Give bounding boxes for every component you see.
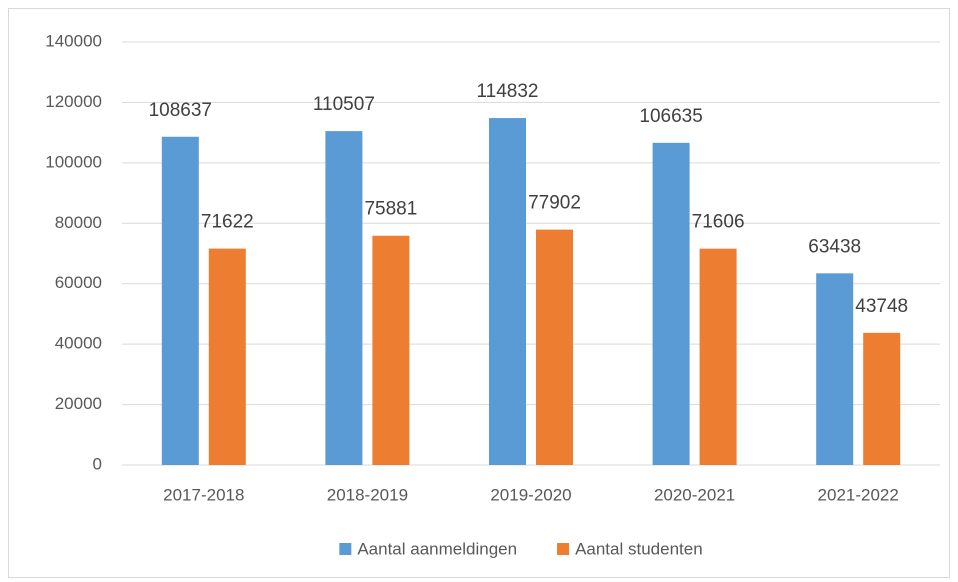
bar [816,273,854,465]
x-tick-label: 2019-2020 [490,485,571,504]
data-label: 63438 [808,236,861,257]
y-tick-label: 100000 [45,152,102,171]
bar [863,332,901,465]
data-label: 110507 [313,94,375,115]
y-tick-label: 20000 [55,394,102,413]
data-label: 75881 [364,199,417,220]
legend-swatch [339,543,352,555]
y-tick-label: 80000 [55,213,102,232]
y-tick-label: 140000 [45,31,102,50]
bar [699,248,737,465]
legend-label: Aantal aanmeldingen [357,539,517,558]
x-tick-label: 2018-2019 [327,485,408,504]
bar [208,248,246,465]
bar [161,136,199,466]
data-label: 71606 [692,212,745,233]
y-tick-label: 120000 [45,92,102,111]
bar [372,235,410,465]
y-tick-label: 60000 [55,273,102,292]
data-label: 108637 [149,100,212,121]
bar [536,229,573,465]
bar [325,131,363,465]
bar [652,142,690,465]
data-label: 43748 [855,296,908,317]
data-label: 114832 [477,81,539,102]
y-tick-label: 40000 [55,334,102,353]
data-label: 71622 [201,212,254,233]
x-tick-label: 2020-2021 [654,485,735,504]
data-label: 77902 [528,193,581,214]
x-tick-label: 2021-2022 [818,485,899,504]
x-tick-label: 2017-2018 [163,485,244,504]
legend-label: Aantal studenten [575,539,703,558]
bar [489,118,526,466]
legend-swatch [557,543,570,555]
y-tick-label: 0 [93,454,102,473]
data-label: 106635 [639,106,702,127]
